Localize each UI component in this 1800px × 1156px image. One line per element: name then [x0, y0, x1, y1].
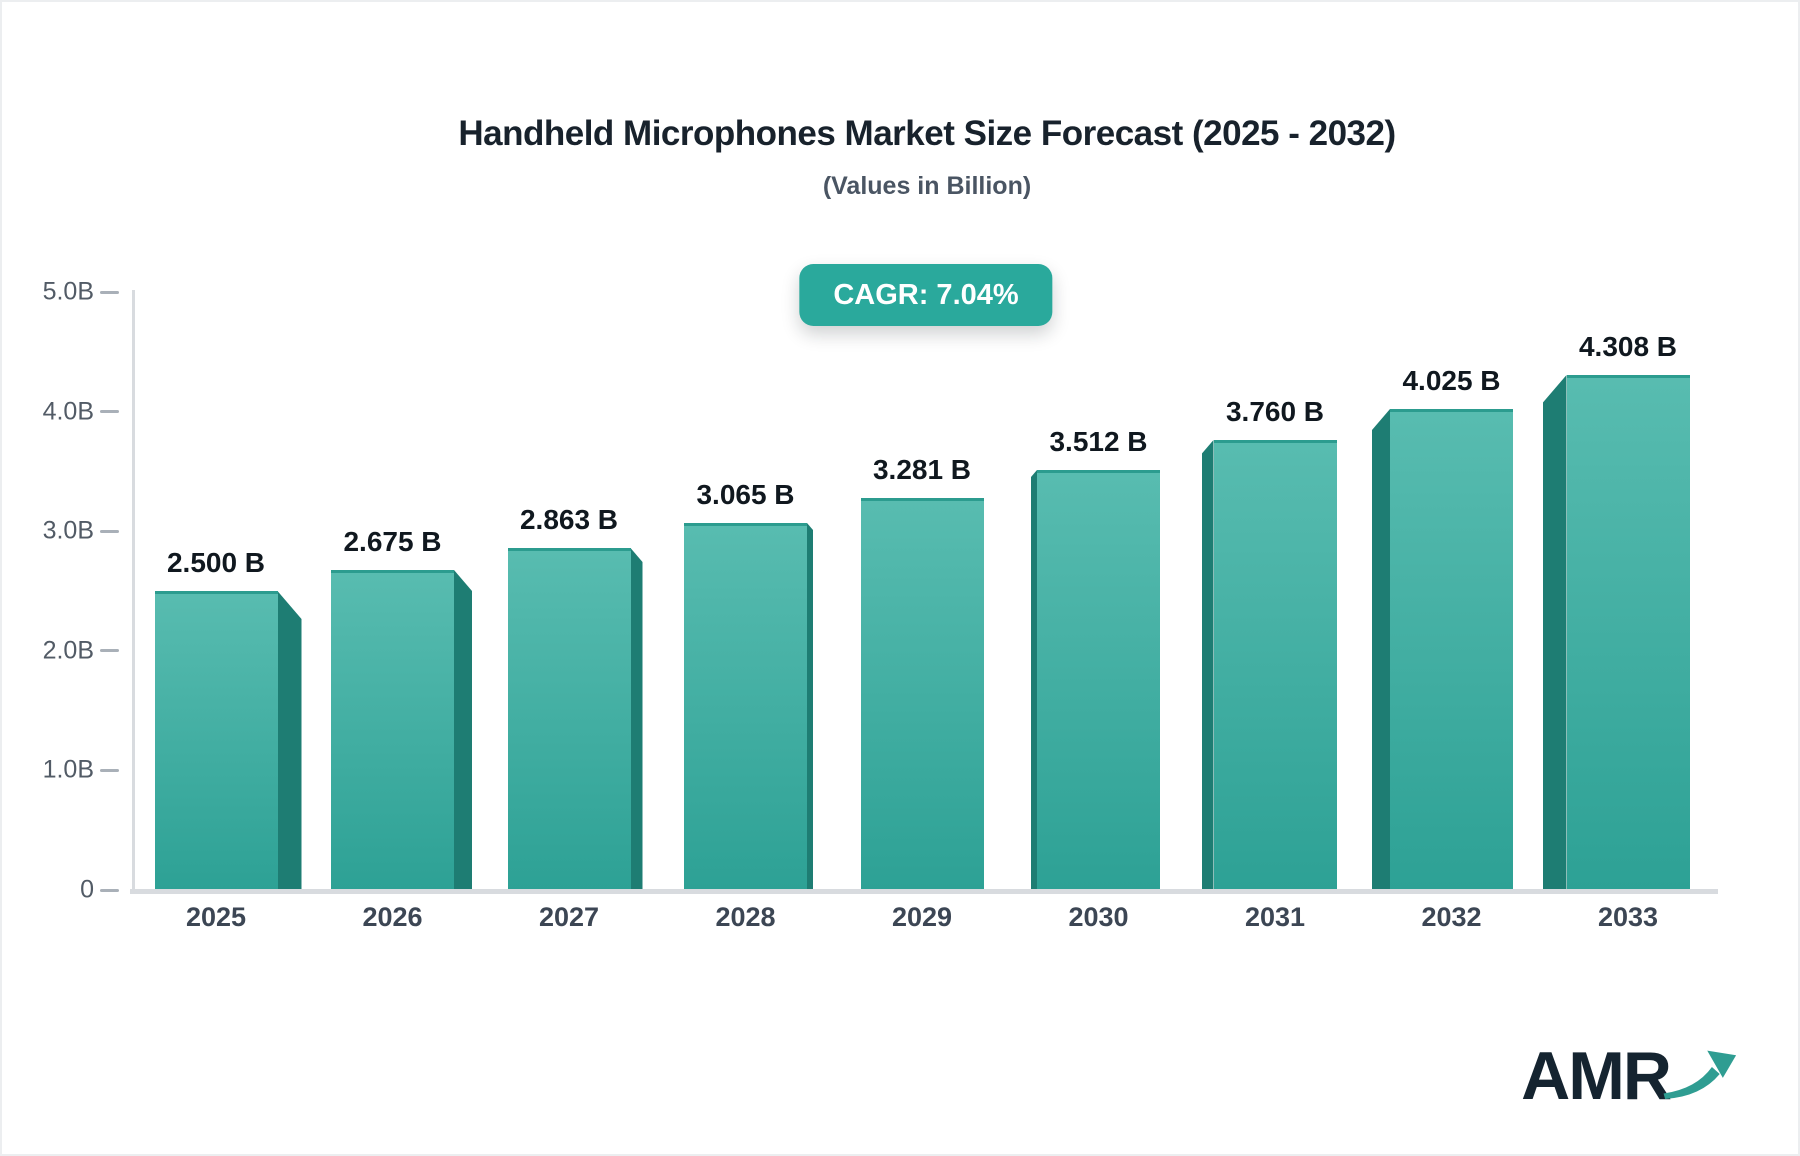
bar-value-label: 4.025 B — [1402, 365, 1501, 396]
y-axis-tick — [100, 410, 119, 414]
cagr-badge: CAGR: 7.04% — [799, 264, 1053, 326]
bar-value-label: 2.500 B — [166, 547, 266, 578]
bar-3d-side — [807, 523, 813, 890]
y-axis-label: 1.0B — [42, 755, 94, 784]
bar-3d-side — [1031, 470, 1037, 890]
x-axis-label: 2028 — [715, 902, 776, 932]
y-axis-tick — [100, 888, 119, 892]
bar-3d-side — [630, 548, 643, 890]
x-axis-label: 2026 — [362, 902, 423, 932]
bar — [684, 523, 807, 890]
bar-3d-side — [277, 591, 302, 890]
bar-value-label: 2.863 B — [519, 504, 619, 535]
x-axis-label: 2025 — [185, 902, 247, 932]
bar-3d-side — [1201, 440, 1214, 890]
bar-value-label: 3.065 B — [696, 479, 795, 510]
bar — [1390, 409, 1513, 890]
x-axis-label: 2029 — [891, 902, 953, 932]
bar-value-label: 3.760 B — [1225, 396, 1325, 427]
x-axis-label: 2032 — [1421, 902, 1482, 932]
bar — [860, 498, 984, 890]
y-axis-tick — [100, 649, 119, 653]
bar-3d-side — [454, 570, 472, 890]
bar-3d-side — [1372, 409, 1390, 890]
bar-3d-side — [1542, 375, 1567, 890]
amr-logo: AMR — [1521, 1038, 1740, 1114]
chart-subtitle: (Values in Billion) — [822, 172, 1032, 200]
bar-value-label: 3.281 B — [872, 454, 972, 485]
bar-value-label: 4.308 B — [1578, 331, 1678, 362]
y-axis-tick — [100, 529, 119, 533]
y-axis-tick — [100, 290, 119, 294]
bar — [507, 548, 631, 890]
y-axis-label: 2.0B — [42, 636, 94, 665]
bar — [154, 591, 278, 890]
bar — [1213, 440, 1337, 890]
bar-value-label: 3.512 B — [1049, 426, 1148, 457]
y-axis-label: 5.0B — [42, 277, 94, 306]
y-axis-line — [132, 290, 135, 894]
y-axis-label: 0 — [80, 875, 94, 904]
x-axis-label: 2033 — [1597, 902, 1659, 932]
bar-value-label: 2.675 B — [343, 526, 442, 557]
y-axis-tick — [100, 768, 119, 772]
bar — [331, 570, 454, 890]
growth-arrow-icon — [1663, 1050, 1737, 1099]
x-axis-label: 2027 — [538, 902, 600, 932]
y-axis-label: 3.0B — [42, 516, 94, 545]
chart-title: Handheld Microphones Market Size Forecas… — [458, 114, 1396, 153]
x-axis-label: 2030 — [1068, 902, 1129, 932]
x-axis-line — [130, 889, 1718, 894]
bar — [1037, 470, 1160, 890]
bar — [1566, 375, 1690, 890]
amr-logo-text: AMR — [1521, 1038, 1672, 1114]
y-axis-label: 4.0B — [42, 397, 94, 426]
x-axis-label: 2031 — [1244, 902, 1306, 932]
